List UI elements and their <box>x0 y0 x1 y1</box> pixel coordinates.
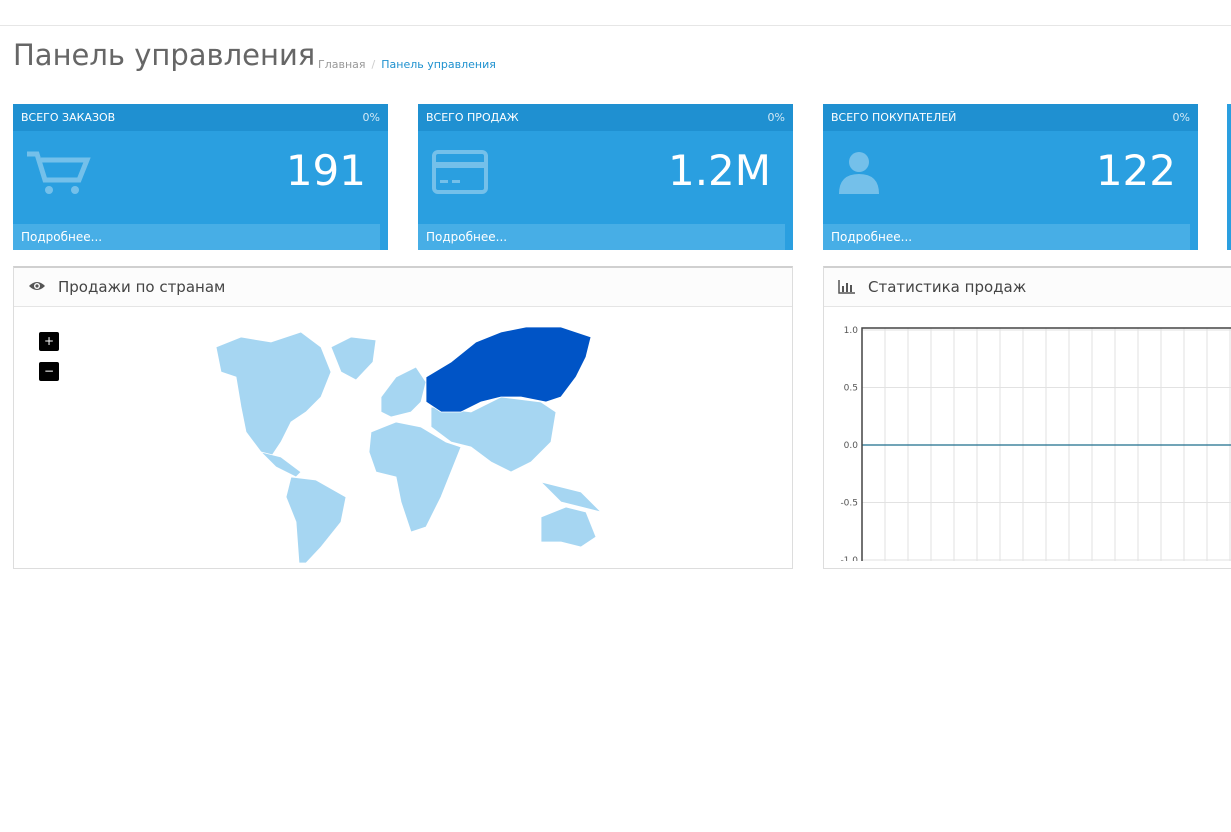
tile-heading: 0% ВСЕГО ЗАКАЗОВ <box>13 104 388 131</box>
tile-value: 191 <box>285 146 366 195</box>
page-title: Панель управления <box>13 38 316 72</box>
tile-heading: 0% ВСЕГО ПОКУПАТЕЛЕЙ <box>823 104 1198 131</box>
y-tick-label: -1.0 <box>840 556 858 561</box>
y-tick-label: 1.0 <box>844 326 859 336</box>
tile-title: ВСЕГО ПОКУПАТЕЛЕЙ <box>831 111 957 124</box>
world-map <box>215 326 603 564</box>
y-tick-label: 0.5 <box>844 384 858 394</box>
chart-panel: Статистика продаж <box>823 266 1231 569</box>
card-icon <box>432 150 488 194</box>
breadcrumb: Главная / Панель управления <box>318 58 496 71</box>
top-bar <box>0 0 1231 26</box>
tile-title: ВСЕГО ПРОДАЖ <box>426 111 519 124</box>
map-panel: Продажи по странам + − <box>13 266 793 569</box>
breadcrumb-link[interactable]: Главная <box>318 58 366 71</box>
tile-percent: 0% <box>362 111 380 124</box>
tile-value: 1.2M <box>667 146 771 195</box>
y-tick-label: 0.0 <box>844 441 859 451</box>
stat-tile: 0% ВСЕГО ПОКУПАТЕЛЕЙ 122 Подробнее... <box>823 104 1198 250</box>
plot-border <box>861 327 1231 561</box>
zoom-out[interactable]: − <box>39 362 59 381</box>
panel-heading: Продажи по странам <box>14 268 792 307</box>
tile-footer-link[interactable]: Подробнее... <box>13 224 380 250</box>
panel-heading: Статистика продаж <box>824 268 1231 307</box>
cart-icon <box>27 151 91 194</box>
tile-value: 122 <box>1095 146 1176 195</box>
tile-heading: 0% ВСЕГО ПРОДАЖ <box>418 104 793 131</box>
stat-tile: 0% ВСЕГО ПРОДАЖ 1.2M Подробнее... <box>418 104 793 250</box>
sales-chart: 1.0 0.5 0.0 -0.5 -1.0 <box>840 326 1231 561</box>
tile-footer-link[interactable]: Подробнее... <box>823 224 1190 250</box>
panel-title: Статистика продаж <box>868 278 1027 296</box>
tile-percent: 0% <box>767 111 785 124</box>
y-tick-label: -0.5 <box>840 499 858 509</box>
tile-footer-link[interactable]: Подробнее... <box>418 224 785 250</box>
eye-icon <box>29 282 45 290</box>
zoom-in[interactable]: + <box>39 332 59 351</box>
panel-title: Продажи по странам <box>58 278 226 296</box>
tile-percent: 0% <box>1172 111 1190 124</box>
chart-icon <box>838 280 855 294</box>
breadcrumb-separator: / <box>371 58 376 71</box>
page: Панель управления Главная / Панель управле… <box>0 0 1231 569</box>
tile-edge <box>1227 104 1231 250</box>
stat-tile: 0% ВСЕГО ЗАКАЗОВ 191 Подробнее... <box>13 104 388 250</box>
user-icon <box>839 152 879 194</box>
tile-title: ВСЕГО ЗАКАЗОВ <box>21 111 116 124</box>
breadcrumb-link[interactable]: Панель управления <box>381 58 496 71</box>
